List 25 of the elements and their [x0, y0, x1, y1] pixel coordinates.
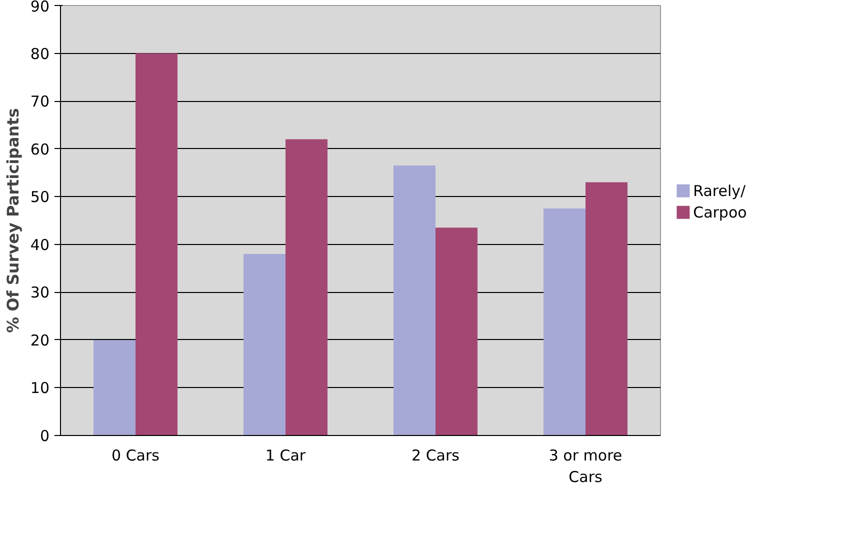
bar	[94, 340, 136, 436]
bar	[244, 254, 286, 436]
y-tick-label: 70	[30, 92, 50, 111]
y-tick-label: 40	[30, 236, 50, 254]
bar	[586, 182, 628, 436]
x-tick-label: 2 Cars	[412, 446, 460, 464]
x-tick-label: 1 Car	[265, 446, 306, 464]
y-tick-label: 50	[30, 188, 50, 206]
bar	[394, 166, 436, 436]
bar	[286, 139, 328, 436]
bar	[136, 53, 178, 436]
bar	[436, 228, 478, 436]
y-tick-label: 20	[30, 331, 50, 350]
y-tick-label: 0	[40, 427, 50, 445]
legend-label: Carpoo	[693, 203, 747, 222]
y-tick-label: 30	[30, 284, 50, 302]
y-tick-label: 80	[30, 44, 50, 63]
y-tick-label: 60	[30, 140, 50, 158]
x-tick-label: 0 Cars	[112, 446, 160, 464]
legend-label: Rarely/	[693, 182, 746, 200]
y-tick-label: 10	[30, 379, 50, 398]
y-tick-label: 90	[30, 0, 50, 16]
y-axis-title: % Of Survey Participants	[3, 108, 22, 333]
x-tick-label: 3 or more Cars	[548, 446, 622, 486]
bar	[544, 208, 586, 436]
